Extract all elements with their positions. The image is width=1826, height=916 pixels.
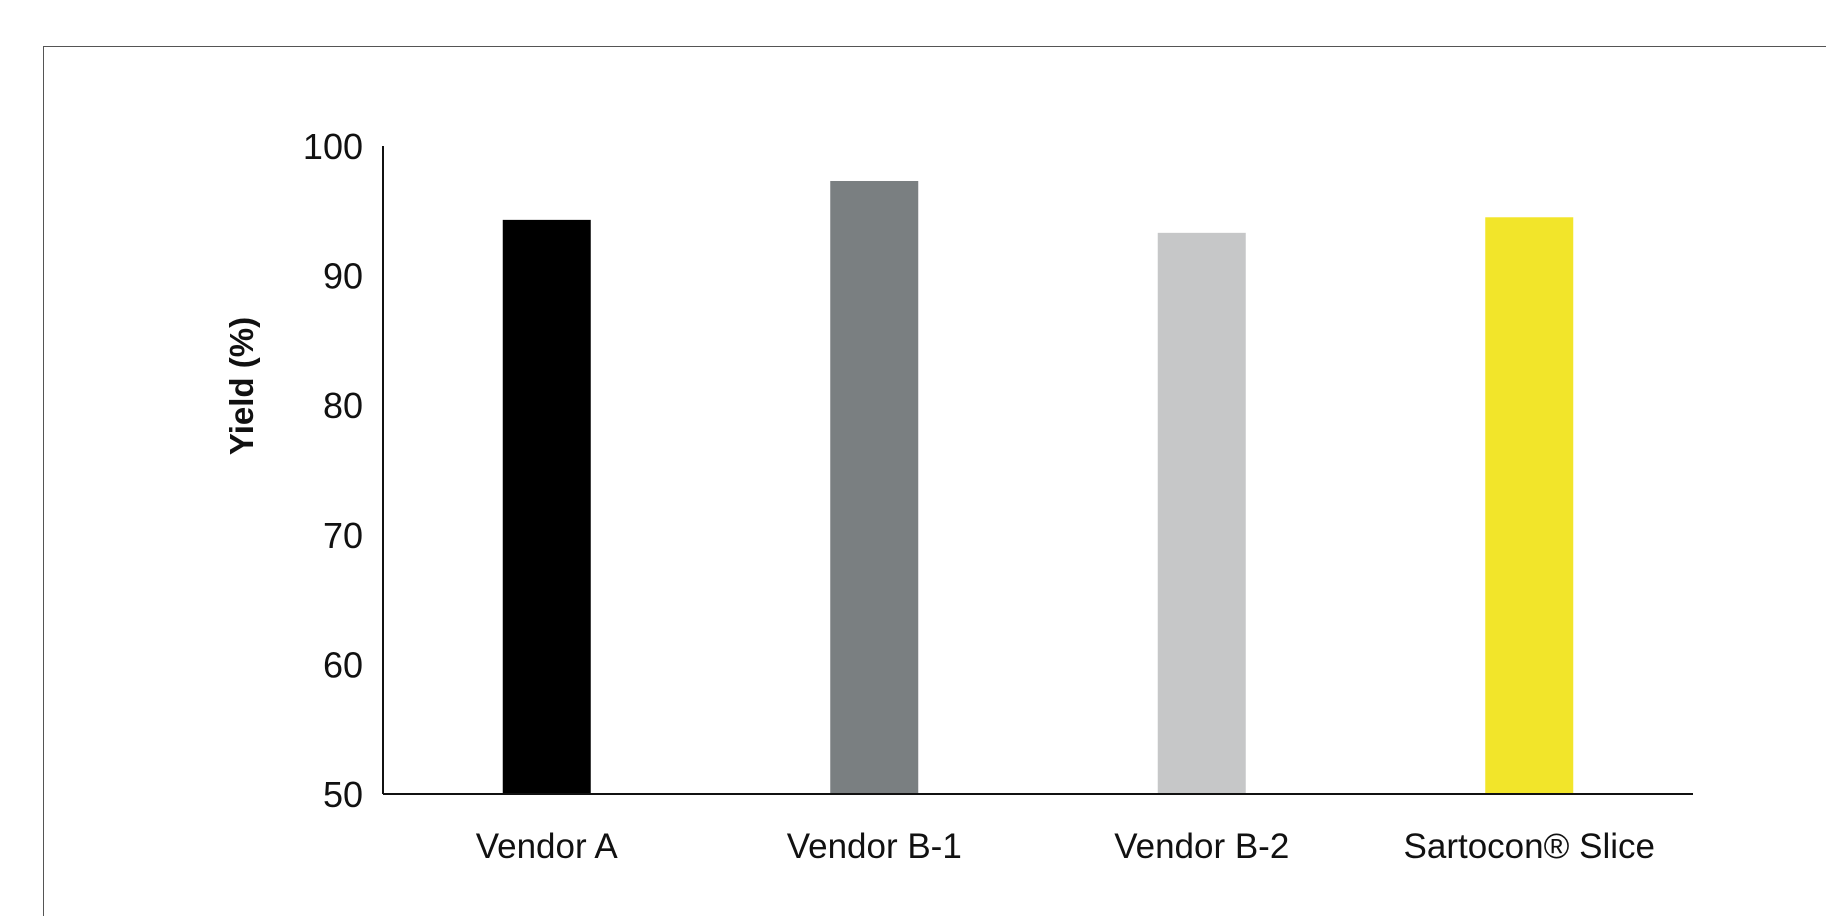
y-tick-label: 60 — [323, 644, 363, 685]
y-tick-label: 70 — [323, 515, 363, 556]
y-tick-labels: 50 60 70 80 90 100 — [303, 126, 363, 815]
y-tick-label: 100 — [303, 126, 363, 167]
y-tick-label: 80 — [323, 385, 363, 426]
bars — [502, 180, 1574, 794]
x-category-label: Vendor B-2 — [1114, 827, 1289, 866]
x-category-labels: Vendor A Vendor B-1 Vendor B-2 Sartocon® Sl… — [476, 827, 1655, 866]
x-category-label: Vendor A — [476, 827, 619, 866]
y-tick-label: 90 — [323, 256, 363, 297]
chart-frame — [43, 46, 1826, 916]
y-tick-label: 50 — [323, 774, 363, 815]
bar — [830, 180, 919, 794]
x-category-label: Sartocon® Slice — [1404, 827, 1655, 866]
bar — [1157, 232, 1246, 794]
bar — [502, 219, 591, 794]
x-category-label: Vendor B-1 — [787, 827, 962, 866]
bar — [1485, 217, 1574, 794]
y-axis-label: Yield (%) — [223, 317, 260, 455]
